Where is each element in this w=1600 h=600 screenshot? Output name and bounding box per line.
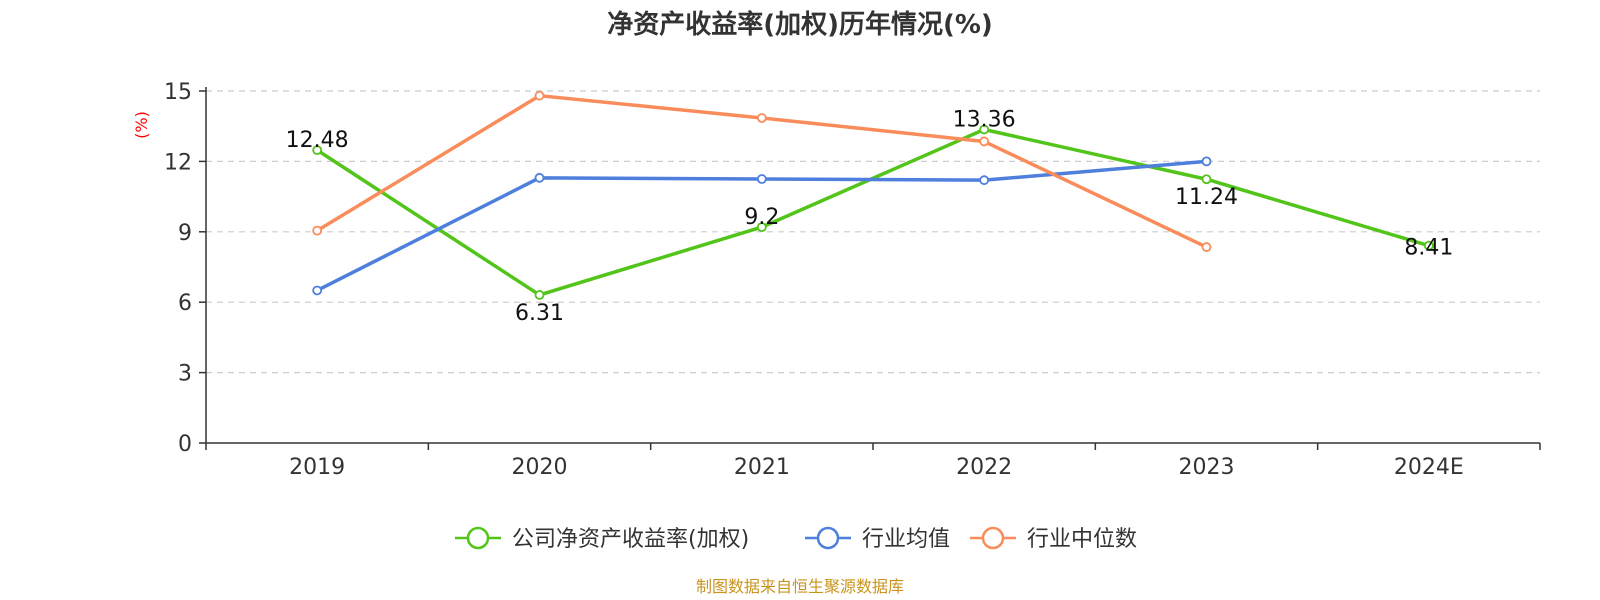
data-point <box>534 90 545 101</box>
data-label: 12.48 <box>286 128 349 153</box>
data-point <box>534 290 545 300</box>
y-tick-label: 9 <box>178 221 192 246</box>
data-label: 13.36 <box>953 107 1016 132</box>
data-point <box>1423 240 1434 251</box>
data-point <box>1201 156 1212 167</box>
y-tick-label: 3 <box>178 362 192 387</box>
legend-marker-icon <box>816 526 840 550</box>
legend[interactable]: 公司净资产收益率(加权) 行业均值 行业中位数 <box>455 526 1137 552</box>
data-point <box>756 174 767 184</box>
y-tick-label: 0 <box>178 432 192 457</box>
data-label: 11.24 <box>1175 185 1238 210</box>
data-label: 9.2 <box>744 205 779 230</box>
y-tick-label: 12 <box>164 150 192 175</box>
x-tick-label: 2020 <box>512 455 568 480</box>
x-tick-label: 2019 <box>289 455 345 480</box>
data-point <box>756 113 767 123</box>
data-point <box>312 225 323 236</box>
data-point <box>979 175 990 186</box>
legend-label: 行业中位数 <box>1027 527 1137 552</box>
series-line <box>316 127 1430 297</box>
series-lines <box>312 90 1434 300</box>
x-tick-label: 2023 <box>1179 455 1235 480</box>
x-tick-label: 2021 <box>734 455 790 480</box>
y-axis-label: (%) <box>132 111 151 139</box>
y-tick-label: 6 <box>178 291 192 316</box>
legend-marker-icon <box>466 526 490 550</box>
data-point <box>312 285 323 296</box>
data-point <box>979 136 990 147</box>
data-label: 8.41 <box>1404 236 1453 261</box>
data-point <box>534 172 545 183</box>
data-point <box>312 145 323 156</box>
data-point <box>756 222 767 233</box>
series-1 <box>312 156 1212 296</box>
y-tick-label: 15 <box>164 80 192 105</box>
chart-title: 净资产收益率(加权)历年情况(%) <box>607 9 993 40</box>
data-label: 6.31 <box>515 301 564 326</box>
series-0 <box>312 124 1434 300</box>
legend-item-2[interactable]: 行业中位数 <box>970 526 1137 552</box>
data-point <box>1201 242 1212 252</box>
legend-item-1[interactable]: 行业均值 <box>805 526 950 552</box>
data-point <box>1201 174 1212 185</box>
legend-label: 行业均值 <box>862 527 950 552</box>
legend-marker-icon <box>981 526 1005 550</box>
x-tick-label: 2024E <box>1394 455 1464 480</box>
series-2 <box>312 90 1212 252</box>
axes: 0 3 6 9 12 15 2019 2020 2021 2022 2023 2024E <box>164 80 1541 480</box>
legend-label: 公司净资产收益率(加权) <box>512 527 749 552</box>
source-note: 制图数据来自恒生聚源数据库 <box>696 577 904 596</box>
data-point <box>979 124 990 135</box>
legend-item-0[interactable]: 公司净资产收益率(加权) <box>455 526 749 552</box>
gridlines <box>206 90 1540 374</box>
x-tick-label: 2022 <box>956 455 1012 480</box>
data-labels: 12.48 6.31 9.2 13.36 11.24 8.41 <box>286 107 1454 325</box>
